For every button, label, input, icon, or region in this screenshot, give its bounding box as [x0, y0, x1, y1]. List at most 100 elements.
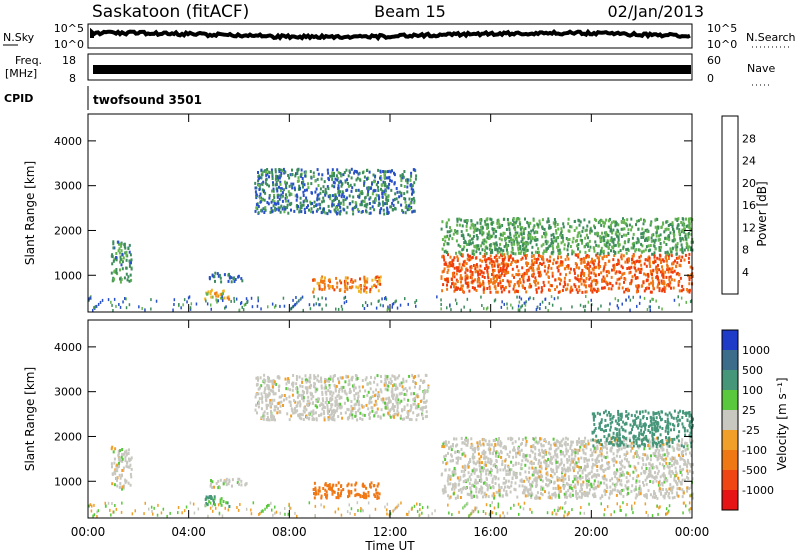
data-cell [378, 278, 381, 282]
data-cell [664, 477, 667, 481]
data-cell [343, 389, 346, 393]
data-cell [483, 456, 485, 460]
data-cell [454, 298, 457, 302]
data-cell [350, 410, 353, 414]
data-cell [633, 273, 636, 277]
data-cell [538, 271, 541, 275]
data-cell [472, 460, 475, 464]
data-cell [473, 484, 476, 488]
data-cell [409, 183, 412, 187]
data-cell [584, 452, 587, 456]
data-cell [296, 172, 299, 175]
data-cell [532, 228, 535, 232]
data-cell [582, 226, 585, 230]
data-cell [357, 172, 360, 176]
data-cell [345, 300, 348, 303]
data-cell [299, 196, 302, 200]
data-cell [668, 462, 671, 465]
data-cell [470, 223, 473, 227]
data-cell [412, 209, 415, 213]
data-cell [128, 457, 130, 461]
data-cell [270, 413, 273, 417]
data-cell [659, 242, 662, 245]
data-cell [138, 305, 140, 309]
data-cell [682, 288, 685, 292]
data-cell [406, 410, 409, 414]
data-cell [632, 470, 635, 474]
data-cell [568, 478, 570, 481]
data-cell [526, 278, 529, 282]
data-cell [255, 383, 258, 387]
data-cell [354, 279, 357, 283]
data-cell [496, 290, 499, 294]
data-cell [579, 303, 582, 307]
data-cell [329, 197, 332, 201]
data-cell [323, 412, 326, 416]
data-cell [645, 237, 647, 241]
data-cell [571, 305, 573, 309]
data-cell [676, 261, 679, 265]
data-cell [625, 248, 628, 252]
data-cell [411, 210, 414, 214]
data-cell [536, 496, 539, 500]
data-cell [658, 234, 660, 238]
data-cell [343, 296, 345, 300]
data-cell [268, 196, 271, 200]
data-cell [464, 281, 467, 285]
nave-tick-high: 60 [707, 54, 721, 67]
data-cell [533, 257, 536, 261]
data-cell [121, 487, 123, 491]
data-cell [348, 379, 351, 383]
data-cell [337, 404, 340, 407]
data-cell [505, 243, 508, 247]
data-cell [310, 393, 313, 397]
data-cell [611, 284, 614, 288]
data-cell [660, 281, 663, 285]
data-cell [371, 278, 374, 282]
data-cell [275, 304, 277, 308]
data-cell [628, 259, 630, 263]
data-cell [628, 437, 631, 441]
data-cell [323, 180, 326, 184]
data-cell [125, 266, 128, 270]
data-cell [391, 374, 394, 378]
data-cell [485, 476, 488, 480]
data-cell [294, 410, 297, 414]
data-cell [309, 384, 312, 388]
data-cell [551, 271, 554, 275]
data-cell [599, 249, 602, 253]
data-cell [515, 260, 518, 264]
data-cell [260, 307, 262, 311]
data-cell [315, 187, 318, 191]
data-cell [458, 217, 461, 221]
data-cell [506, 279, 509, 283]
data-cell [486, 468, 489, 472]
data-cell [384, 189, 387, 193]
data-cell [654, 238, 657, 242]
data-cell [379, 175, 382, 178]
data-cell [480, 480, 483, 483]
data-cell [119, 258, 122, 262]
data-cell [526, 459, 529, 463]
data-cell [647, 472, 650, 476]
data-cell [324, 193, 327, 197]
data-cell [333, 181, 336, 185]
data-cell [395, 197, 398, 201]
data-cell [641, 244, 644, 248]
data-cell [684, 233, 687, 237]
data-cell [685, 442, 688, 445]
data-cell [617, 489, 620, 493]
data-cell [663, 230, 666, 234]
data-cell [367, 490, 370, 494]
data-cell [476, 280, 479, 284]
data-cell [345, 392, 348, 396]
data-cell [257, 175, 260, 179]
data-cell [107, 298, 110, 302]
data-cell [610, 221, 613, 225]
data-cell [388, 381, 390, 384]
data-cell [685, 237, 687, 241]
data-cell [493, 264, 496, 268]
data-cell [217, 486, 220, 490]
data-cell [382, 192, 385, 196]
data-cell [207, 496, 210, 500]
